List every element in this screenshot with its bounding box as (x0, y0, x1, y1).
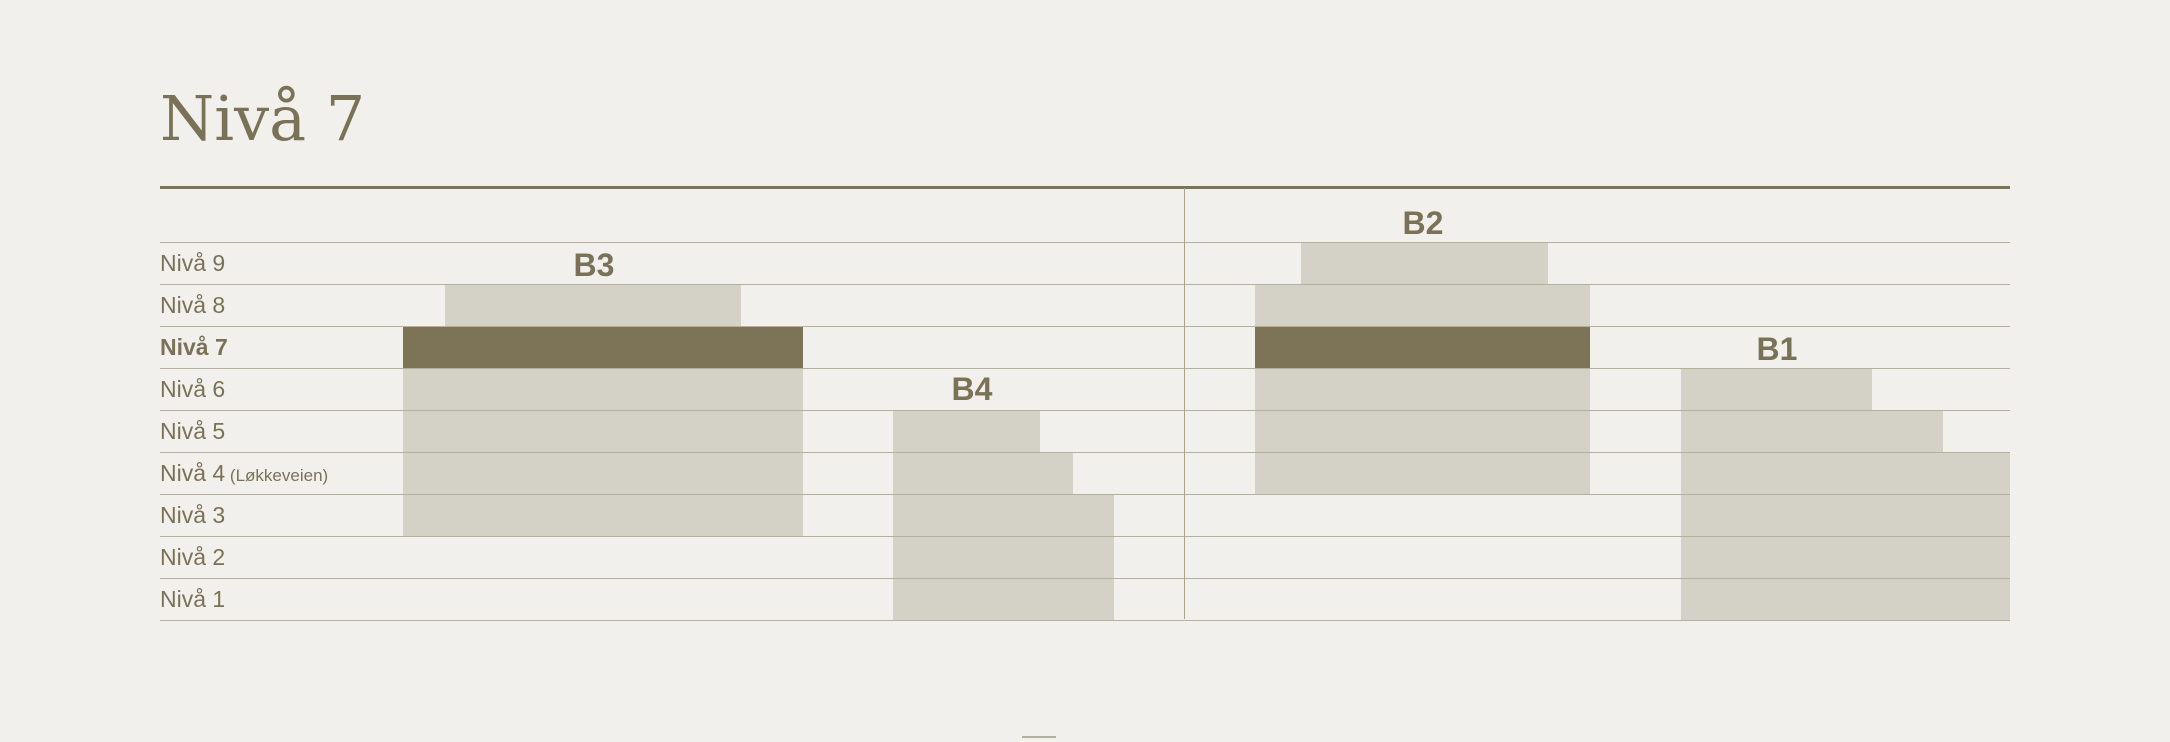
building-label-b4: B4 (951, 371, 993, 407)
row-divider (160, 326, 2010, 327)
row-divider (160, 368, 2010, 369)
building-label-b1: B1 (1756, 331, 1798, 367)
floor-block (403, 411, 803, 452)
row-divider (160, 494, 2010, 495)
floor-block (445, 285, 741, 326)
floor-block (893, 411, 1040, 452)
building-label-b2: B2 (1402, 205, 1444, 241)
floor-block (1255, 453, 1590, 494)
row-divider (160, 410, 2010, 411)
level-label-text: Nivå 1 (160, 586, 226, 612)
level-label: Nivå 6 (160, 368, 225, 410)
level-label-text: Nivå 2 (160, 544, 226, 570)
page-title: Nivå 7 (160, 82, 366, 155)
floor-block (893, 579, 1114, 620)
floor-block (1255, 285, 1590, 326)
level-label-text: Nivå 9 (160, 250, 226, 276)
floor-block (1301, 243, 1548, 284)
level-label: Nivå 8 (160, 284, 225, 326)
section-divider (1184, 188, 1185, 619)
floor-block (1681, 579, 2010, 620)
floor-block (1681, 411, 1943, 452)
row-divider (160, 284, 2010, 285)
row-divider (160, 620, 2010, 621)
floor-block-current (403, 327, 803, 368)
level-label-text: Nivå 8 (160, 292, 226, 318)
level-label: Nivå 3 (160, 494, 225, 536)
row-divider (160, 536, 2010, 537)
level-label: Nivå 2 (160, 536, 225, 578)
floor-block (403, 495, 803, 536)
floor-block (893, 537, 1114, 578)
level-note: (Løkkeveien) (225, 466, 329, 485)
title-rule (160, 186, 2010, 189)
level-label-text: Nivå 4 (160, 460, 226, 486)
floor-block (403, 453, 803, 494)
row-divider (160, 242, 2010, 243)
floor-block (1681, 537, 2010, 578)
level-label-text: Nivå 5 (160, 418, 226, 444)
floor-block (403, 369, 803, 410)
level-label-text: Nivå 3 (160, 502, 226, 528)
floor-block (1255, 369, 1590, 410)
building-label-b3: B3 (573, 247, 615, 283)
page-marker (1022, 736, 1056, 742)
row-divider (160, 578, 2010, 579)
floor-block (1681, 453, 2010, 494)
level-label: Nivå 4 (Løkkeveien) (160, 452, 328, 494)
level-label: Nivå 9 (160, 242, 225, 284)
level-label: Nivå 7 (160, 326, 228, 368)
floor-block (1255, 411, 1590, 452)
floor-block (893, 453, 1073, 494)
floor-block-current (1255, 327, 1590, 368)
row-divider (160, 452, 2010, 453)
level-label-text: Nivå 6 (160, 376, 226, 402)
floor-block (1681, 369, 1872, 410)
floor-block (893, 495, 1114, 536)
level-label-text: Nivå 7 (160, 334, 228, 360)
floor-block (1681, 495, 2010, 536)
level-label: Nivå 1 (160, 578, 225, 620)
level-label: Nivå 5 (160, 410, 225, 452)
